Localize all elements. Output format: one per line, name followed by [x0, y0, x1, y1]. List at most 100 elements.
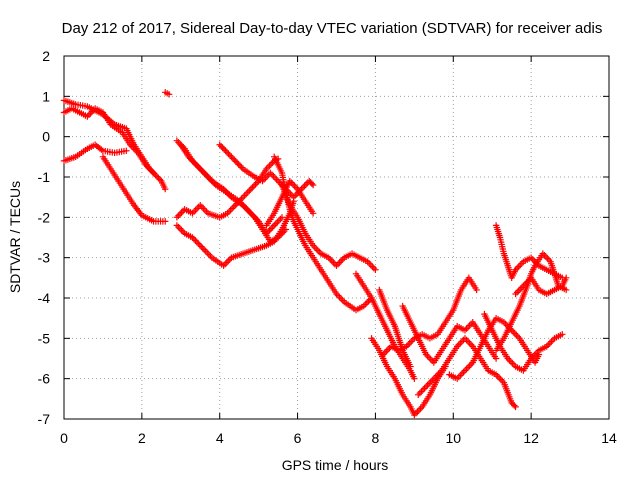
data-point	[425, 354, 433, 361]
data-point	[461, 367, 469, 374]
data-point	[514, 333, 522, 340]
data-point	[230, 203, 237, 211]
data-point	[333, 262, 340, 269]
data-point	[178, 227, 185, 234]
data-point	[247, 185, 255, 193]
data-point	[369, 263, 376, 270]
data-point	[270, 172, 277, 180]
data-point	[337, 257, 345, 265]
data-point	[195, 240, 202, 247]
data-point	[165, 91, 173, 98]
data-point	[228, 153, 235, 161]
data-point	[244, 206, 251, 213]
data-point	[173, 137, 181, 144]
data-point	[274, 218, 281, 226]
data-point	[268, 171, 276, 178]
data-point	[248, 211, 256, 218]
data-point	[191, 159, 198, 167]
data-point	[200, 205, 207, 212]
data-point	[458, 370, 466, 378]
series-track-5	[162, 89, 173, 98]
data-point	[464, 364, 472, 371]
data-point	[175, 223, 182, 231]
data-point	[175, 212, 182, 219]
series-track-2	[60, 105, 157, 177]
data-point	[559, 331, 566, 338]
data-point	[309, 210, 317, 217]
data-point	[222, 147, 229, 154]
data-point	[496, 374, 503, 382]
data-point	[204, 249, 211, 257]
data-point	[156, 176, 164, 183]
data-point	[201, 206, 209, 214]
data-point	[515, 263, 522, 270]
data-point	[252, 181, 259, 188]
x-tick-label: 4	[216, 430, 224, 446]
data-point	[227, 206, 234, 214]
data-point	[155, 174, 162, 182]
data-point	[229, 155, 237, 162]
data-point	[192, 161, 200, 168]
data-point	[414, 408, 421, 415]
data-point	[511, 402, 518, 409]
series-track-17	[380, 274, 480, 358]
x-tick-label: 2	[138, 430, 146, 446]
x-tick-label: 10	[445, 430, 461, 446]
data-point	[238, 164, 245, 171]
data-point	[234, 159, 241, 167]
data-point	[463, 336, 470, 344]
data-point	[425, 380, 433, 387]
data-point	[219, 144, 226, 151]
y-tick-label: -4	[38, 290, 51, 306]
data-point	[291, 182, 298, 190]
data-point	[463, 325, 470, 332]
data-point	[269, 223, 276, 231]
data-point	[278, 214, 286, 221]
data-point	[562, 274, 570, 282]
data-point	[458, 338, 466, 345]
data-point	[419, 386, 427, 394]
data-point	[247, 209, 254, 216]
data-point	[202, 248, 209, 255]
data-point	[330, 259, 337, 266]
data-point	[193, 205, 201, 212]
y-axis-label: SDTVAR / TECUs	[7, 181, 23, 293]
data-point	[457, 339, 464, 347]
data-point	[512, 403, 519, 411]
data-point	[204, 173, 211, 180]
data-point	[367, 261, 374, 269]
data-point	[513, 331, 520, 339]
data-point	[266, 227, 273, 234]
data-point	[544, 255, 551, 262]
data-point	[287, 190, 294, 198]
data-point	[192, 237, 199, 244]
data-point	[466, 362, 473, 369]
chart-title: Day 212 of 2017, Sidereal Day-to-day VTE…	[62, 20, 603, 37]
data-point	[277, 215, 284, 223]
x-axis-label: GPS time / hours	[282, 457, 389, 473]
data-point	[517, 261, 524, 269]
data-point	[221, 260, 229, 268]
data-point	[250, 212, 257, 220]
data-point	[511, 330, 518, 337]
data-point	[207, 252, 214, 260]
data-point	[372, 266, 379, 273]
data-points	[60, 89, 570, 419]
data-point	[406, 339, 413, 347]
data-point	[415, 391, 422, 398]
data-point	[196, 241, 203, 249]
data-point	[200, 246, 208, 253]
data-point	[239, 202, 247, 209]
data-point	[202, 171, 210, 179]
x-tick-label: 14	[601, 430, 617, 446]
data-point	[226, 152, 234, 159]
data-point	[190, 235, 198, 243]
data-point	[250, 182, 258, 190]
data-point	[150, 169, 157, 177]
data-point	[363, 299, 371, 307]
data-point	[513, 289, 521, 296]
x-tick-label: 12	[523, 430, 539, 446]
data-point	[242, 205, 250, 212]
series-track-8	[173, 155, 282, 221]
